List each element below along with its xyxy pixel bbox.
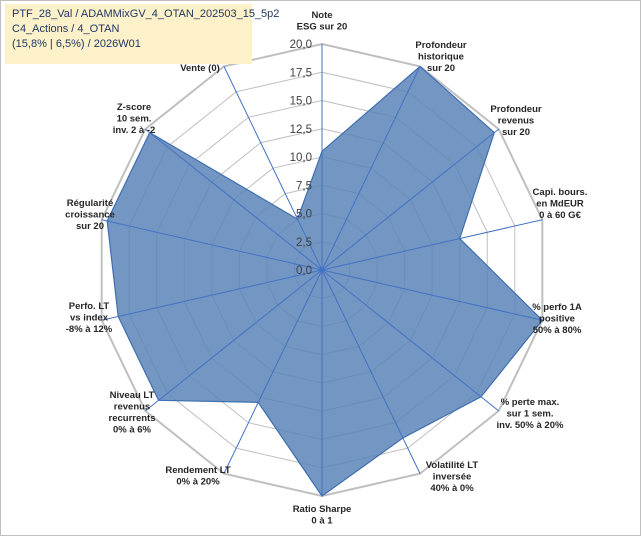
spoke-13 bbox=[223, 66, 323, 271]
tick-label-0: 0,0 bbox=[296, 265, 312, 277]
spoke-8 bbox=[223, 269, 323, 474]
spoke-1 bbox=[321, 66, 421, 271]
axis-label-10: Perfo. LT vs index -8% à 12% bbox=[66, 301, 113, 335]
tick-label-4: 10,0 bbox=[290, 152, 312, 164]
portfolio-name: PTF_28_Val / ADAMMixGV_4_OTAN_202503_15_… bbox=[12, 8, 280, 20]
axis-label-4: % perfo 1A positive 50% à 80% bbox=[532, 302, 582, 336]
axis-label-9: Niveau LT revenus recurrents 0% à 6% bbox=[109, 390, 156, 436]
axis-label-0: Note ESG sur 20 bbox=[297, 10, 348, 33]
tick-label-1: 2,5 bbox=[296, 237, 312, 249]
tick-label-6: 15,0 bbox=[290, 96, 312, 108]
spoke-2 bbox=[321, 128, 500, 271]
portfolio-stats: (15,8% | 6,5%) / 2026W01 bbox=[12, 38, 141, 50]
spoke-9 bbox=[144, 269, 323, 412]
tick-label-2: 5,0 bbox=[296, 209, 312, 221]
axis-label-1: Profondeur historique sur 20 bbox=[415, 40, 466, 74]
spoke-12 bbox=[144, 128, 323, 271]
spoke-10 bbox=[101, 269, 323, 321]
spoke-4 bbox=[321, 269, 543, 321]
spoke-6 bbox=[321, 269, 421, 474]
axis-label-8: Rendement LT 0% à 20% bbox=[165, 465, 230, 488]
spoke-11 bbox=[101, 219, 323, 271]
tick-label-3: 7,5 bbox=[296, 180, 312, 192]
axis-label-7: Ratio Sharpe 0 à 1 bbox=[293, 504, 352, 527]
tick-label-7: 17,5 bbox=[290, 67, 312, 79]
axis-label-5: % perte max. sur 1 sem. inv. 50% à 20% bbox=[497, 397, 564, 431]
axis-label-11: Régularité croissance sur 20 bbox=[65, 198, 115, 232]
portfolio-category: C4_Actions / 4_OTAN bbox=[12, 23, 120, 35]
axis-label-12: Z-score 10 sem. inv. 2 à -2 bbox=[113, 102, 156, 136]
axis-label-2: Profondeur revenus sur 20 bbox=[490, 104, 541, 138]
spoke-5 bbox=[321, 269, 500, 412]
tick-label-5: 12,5 bbox=[290, 124, 312, 136]
axis-label-3: Capi. bours. en MdEUR 0 à 60 G€ bbox=[533, 187, 588, 221]
spoke-3 bbox=[321, 219, 543, 271]
radar-spokes bbox=[101, 44, 543, 496]
tick-label-8: 20,0 bbox=[290, 39, 312, 51]
axis-label-6: Volatilité LT inversée 40% à 0% bbox=[426, 460, 479, 494]
radar-axis-labels: Note ESG sur 20 Profondeur historique sur 20… bbox=[65, 10, 587, 527]
radar-tick-labels: 0,0 2,5 5,0 7,5 10,0 12,5 15,0 17,5 20,0 bbox=[290, 39, 312, 277]
portfolio-info-box: PTF_28_Val / ADAMMixGV_4_OTAN_202503_15_… bbox=[5, 4, 279, 64]
